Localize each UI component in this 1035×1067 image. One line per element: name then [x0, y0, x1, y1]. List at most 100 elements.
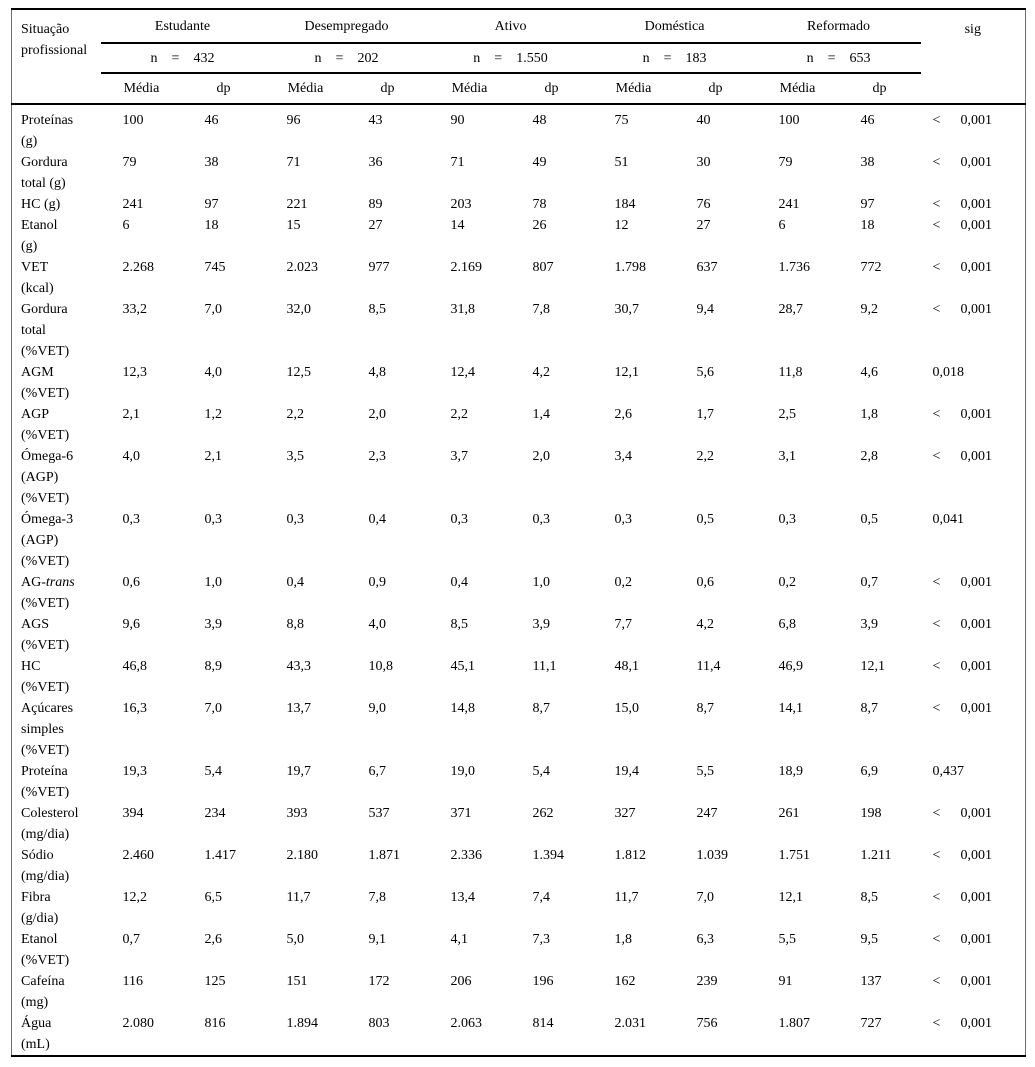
mean-value: 71	[450, 155, 465, 170]
sd-value: 4,2	[696, 617, 715, 632]
mean-value: 4,1	[450, 932, 469, 947]
sig-number: 0,001	[960, 575, 993, 590]
sd-value: 1.417	[204, 848, 237, 863]
row-label: Açúcares simples (%VET)	[21, 701, 74, 758]
table-row: HC (g) 241 97 221 89 203 78 184 76 241 97 <0,001	[12, 194, 1026, 215]
sig-value-cell: <0,001	[921, 104, 1026, 152]
sd-value: 537	[368, 806, 390, 821]
mean-value: 394	[122, 806, 144, 821]
mean-value: 162	[614, 974, 636, 989]
row-label: AGS (%VET)	[21, 617, 70, 653]
sig-value-cell: 0,041	[921, 509, 1026, 572]
mean-value: 0,2	[614, 575, 633, 590]
sig-comparator: <	[932, 806, 941, 821]
sd-value: 0,3	[532, 512, 551, 527]
row-label: AGP (%VET)	[21, 407, 70, 443]
sig-comparator: <	[932, 449, 941, 464]
mean-value: 7,7	[614, 617, 633, 632]
sd-value: 1.039	[696, 848, 729, 863]
mean-value: 0,7	[122, 932, 141, 947]
sig-comparator: <	[932, 659, 941, 674]
sig-comparator: <	[932, 1016, 941, 1031]
mean-value: 2.180	[286, 848, 319, 863]
sig-number: 0,018	[932, 365, 965, 380]
mean-value: 16,3	[122, 701, 148, 716]
equals-sign: =	[494, 50, 503, 66]
table-row: Colesterol (mg/dia) 394 234 393 537 371 262 327 2…	[12, 803, 1026, 845]
sd-value: 745	[204, 260, 226, 275]
sig-comparator: <	[932, 260, 941, 275]
sd-value: 30	[696, 155, 711, 170]
mean-value: 13,4	[450, 890, 476, 905]
sig-number: 0,001	[960, 890, 993, 905]
mean-value: 0,4	[286, 575, 305, 590]
sd-value: 7,8	[532, 302, 551, 317]
sd-value: 637	[696, 260, 718, 275]
sig-number: 0,001	[960, 260, 993, 275]
mean-value: 221	[286, 197, 308, 212]
table-row: Proteínas (g) 100 46 96 43 90 48 75 40 100 46 <0,001	[12, 104, 1026, 152]
sd-value: 76	[696, 197, 711, 212]
mean-value: 12,1	[778, 890, 804, 905]
sig-comparator: <	[932, 302, 941, 317]
sig-value-cell: <0,001	[921, 446, 1026, 509]
mean-value: 3,7	[450, 449, 469, 464]
row-label: Colesterol (mg/dia)	[21, 806, 79, 842]
sd-value: 1.211	[860, 848, 892, 863]
sig-number: 0,437	[932, 764, 965, 779]
mean-value: 91	[778, 974, 793, 989]
group-header-estudante: Estudante	[100, 9, 265, 44]
mean-value: 241	[122, 197, 144, 212]
mean-value: 0,2	[778, 575, 797, 590]
sd-value: 3,9	[860, 617, 879, 632]
sd-value: 9,1	[368, 932, 387, 947]
mean-value: 11,7	[614, 890, 639, 905]
mean-value: 6	[778, 218, 786, 233]
mean-value: 0,3	[778, 512, 797, 527]
table-row: Sódio (mg/dia) 2.460 1.417 2.180 1.871 2.336 1.…	[12, 845, 1026, 887]
mean-value: 48,1	[614, 659, 640, 674]
mean-value: 3,1	[778, 449, 797, 464]
table-row: Ómega-6 (AGP) (%VET) 4,0 2,1 3,5 2,3 3,7 2,0 3,4 2…	[12, 446, 1026, 509]
table-row: Gordura total (g) 79 38 71 36 71 49 51 30 79 38 <0,0…	[12, 152, 1026, 194]
sd-value: 38	[204, 155, 219, 170]
sd-value: 0,4	[368, 512, 387, 527]
table-row: Cafeína (mg) 116 125 151 172 206 196 162 239 91 137…	[12, 971, 1026, 1013]
sd-value: 8,5	[860, 890, 879, 905]
sig-value-cell: <0,001	[921, 614, 1026, 656]
sd-value: 5,5	[696, 764, 715, 779]
n-label: n	[150, 50, 158, 66]
sd-value: 27	[696, 218, 711, 233]
sig-value-cell: <0,001	[921, 215, 1026, 257]
sd-value: 12,1	[860, 659, 886, 674]
mean-header: Média	[592, 73, 675, 105]
row-label: Água (mL)	[21, 1016, 52, 1052]
row-label: Fibra (g/dia)	[21, 890, 59, 926]
row-label: VET (kcal)	[21, 260, 54, 296]
group-header-ativo: Ativo	[428, 9, 593, 44]
mean-value: 11,8	[778, 365, 803, 380]
table-row: AG-trans (%VET) 0,6 1,0 0,4 0,9 0,4 1,0 0,2 0,6 0,…	[12, 572, 1026, 614]
mean-header: Média	[428, 73, 511, 105]
sig-comparator: <	[932, 701, 941, 716]
mean-value: 206	[450, 974, 472, 989]
n-value: 183	[685, 50, 707, 66]
sig-number: 0,001	[960, 806, 993, 821]
table-row: Proteína (%VET) 19,3 5,4 19,7 6,7 19,0 5,4 19,4 5…	[12, 761, 1026, 803]
sd-value: 8,9	[204, 659, 223, 674]
n-cell-ativo: n = 1.550	[428, 43, 593, 74]
mean-value: 30,7	[614, 302, 640, 317]
sig-value-cell: <0,001	[921, 572, 1026, 614]
mean-value: 2,5	[778, 407, 797, 422]
sd-value: 46	[204, 113, 219, 128]
sd-value: 2,2	[696, 449, 715, 464]
sd-value: 48	[532, 113, 547, 128]
mean-value: 31,8	[450, 302, 476, 317]
n-label: n	[642, 50, 650, 66]
mean-value: 5,0	[286, 932, 305, 947]
mean-value: 2.169	[450, 260, 483, 275]
mean-value: 241	[778, 197, 800, 212]
group-header-row: Situação profissional Estudante Desempreg…	[11, 9, 1026, 105]
table-row: HC (%VET) 46,8 8,9 43,3 10,8 45,1 11,1 48,1 11,4 4…	[12, 656, 1026, 698]
n-cell-reformado: n = 653	[756, 43, 921, 74]
